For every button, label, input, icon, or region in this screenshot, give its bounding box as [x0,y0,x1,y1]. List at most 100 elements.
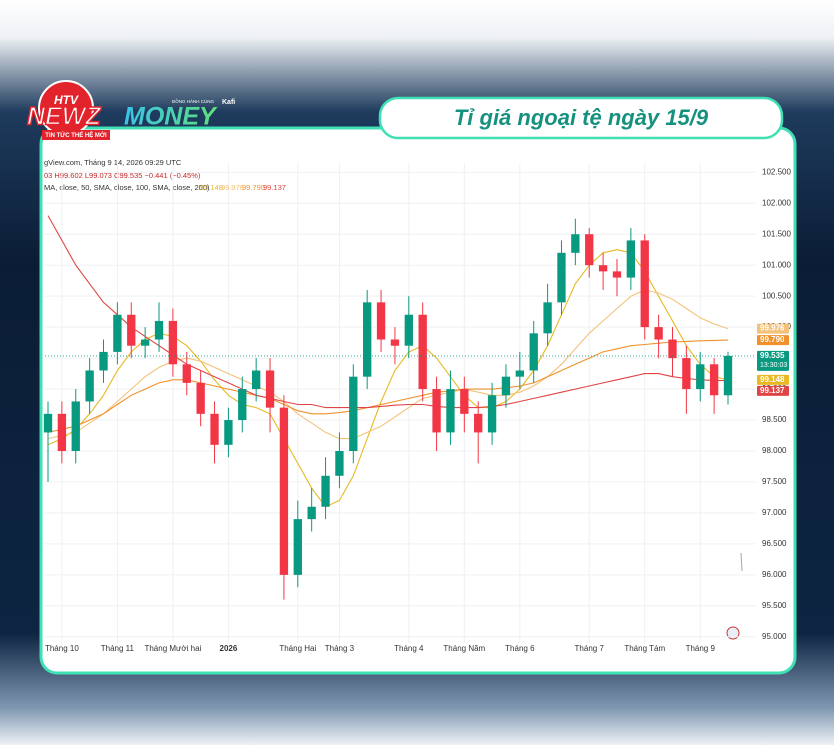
candle-body [238,389,247,421]
decoration [740,552,743,572]
price-tag [757,350,789,371]
price-tag [757,385,789,396]
price-tag [757,335,789,346]
candle-body [626,240,636,278]
tagline: TIN TỨC THẾ HỆ MỚI [45,131,107,139]
x-tick-label: Tháng 7 [575,644,605,653]
logo-brand-a: NEWZ [27,103,102,131]
indicator-value: 99.976 [221,183,244,192]
candle-body [376,302,386,340]
candle-body [723,355,733,396]
y-tick-label: 101.500 [762,229,791,238]
candle-body [515,370,524,377]
title: Tỉ giá ngoại tệ ngày 15/9 [454,105,709,130]
candle-body [57,413,67,451]
candle-body [598,265,608,272]
tagline-box [42,130,110,140]
candle-body [168,320,178,365]
currency-flag [726,626,740,640]
chart-source: gView.com, Tháng 9 14, 2026 09:29 UTC [44,158,182,167]
x-tick-label: Tháng Hai [279,644,316,653]
price-tag-label: 99.535 [760,351,785,360]
candle-body [154,320,164,340]
y-tick-label: 97.500 [762,477,787,486]
candle-body [99,351,108,371]
x-tick-label: Tháng 4 [394,644,424,653]
candle-body [682,358,691,390]
y-tick-label: 98.500 [762,415,787,424]
candle-body [668,339,677,359]
ohlc-line: 03 H99.602 L99.073 C99.535 −0.441 (−0.45… [44,171,201,180]
x-tick-label: Tháng Năm [443,644,485,653]
candle-body [140,339,150,346]
price-tag [757,374,789,385]
candle-body [585,234,594,266]
candle-body [349,376,358,451]
moving-average-line [47,289,729,440]
price-tag-label: 99.976 [760,324,785,333]
x-tick-label: 2026 [220,644,238,653]
plot [43,163,755,643]
price-tag [757,323,789,334]
candle-body [196,382,205,414]
y-tick-label: 102.000 [762,198,791,207]
candle-body [182,364,191,383]
candle-body [418,314,427,390]
candle-body [446,389,455,433]
candle-body [321,475,330,507]
price-tag-label: 99.790 [760,335,785,344]
candle-body [640,240,649,328]
y-tick-label: 102.500 [762,167,791,176]
y-tick-label: 96.000 [762,570,787,579]
candle-body [487,395,497,433]
candle-body [696,364,705,390]
indicator-value: 99.137 [263,183,286,192]
candle-body [335,451,344,476]
y-tick-label: 95.000 [762,632,787,641]
candle-body [474,413,483,433]
candle-body [432,389,441,433]
y-tick-label: 100.500 [762,291,791,300]
logo-brand-b: MONEY [124,103,218,131]
candle-body [43,413,53,433]
y-tick-label: 98.000 [762,446,787,455]
candle-body [543,302,552,334]
y-tick-label: 101.000 [762,260,791,269]
indicator-value: 99.148 [200,183,223,192]
candle-body [529,333,538,371]
partner-note: ĐỒNG HÀNH CÙNG [172,98,215,104]
x-tick-label: Tháng 6 [505,644,535,653]
candle-body [709,364,719,396]
partner: Kafi [222,99,235,106]
candle-body [224,420,233,445]
candle-body [390,339,400,346]
candle-body [210,413,219,445]
x-tick-label: Tháng 9 [686,644,716,653]
x-tick-label: Tháng Mười hai [144,644,201,653]
moving-average-line [47,215,729,409]
x-tick-label: Tháng 3 [325,644,355,653]
x-tick-label: Tháng 10 [45,644,79,653]
candle-body [85,370,94,402]
y-tick-label: 97.000 [762,508,787,517]
x-tick-label: Tháng 11 [101,644,135,653]
price-tag-label: 99.137 [760,386,785,395]
logo-badge-text: HTV [54,93,79,107]
candle-body [279,407,289,575]
indicator-value: 99.790 [242,183,265,192]
y-tick-label: 96.500 [762,539,787,548]
candle-body [252,370,261,390]
candle-body [307,506,316,520]
moving-average-line [47,339,729,433]
candle-body [363,302,372,377]
candle-body [654,327,663,340]
candle-body [571,234,580,253]
candle-body [127,314,136,346]
candle-body [460,389,469,414]
candle-body [612,271,622,278]
candle-body [501,376,511,396]
countdown: 13:30:03 [760,362,787,369]
candle-body [404,314,413,346]
candle-body [557,252,566,303]
